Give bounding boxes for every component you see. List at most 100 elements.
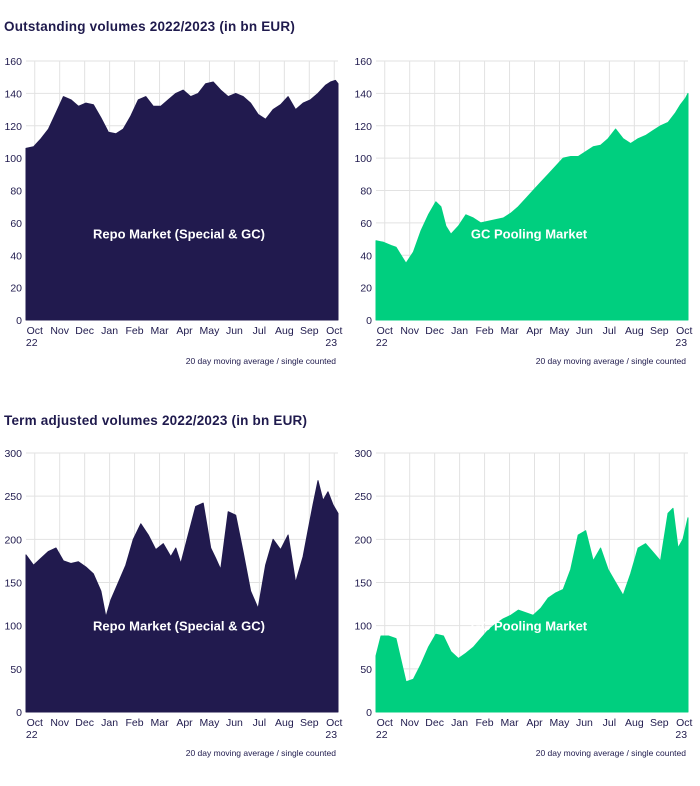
y-tick-label: 60 bbox=[360, 218, 372, 230]
x-tick-label: Feb bbox=[476, 717, 494, 729]
y-tick-label: 0 bbox=[16, 315, 22, 327]
series-area bbox=[375, 507, 689, 713]
chart-outstanding-repo: 0 20 40 60 80 100 120 140 160 Oct 22 Nov Dec Jan Feb Ma… bbox=[0, 50, 350, 380]
y-tick-label: 200 bbox=[4, 534, 22, 546]
x-tick-label: May bbox=[550, 325, 571, 337]
x-tick-label: Dec bbox=[425, 717, 444, 729]
series-area bbox=[25, 480, 339, 713]
x-tick-label: Oct bbox=[377, 325, 393, 337]
x-tick-label: Nov bbox=[50, 717, 69, 729]
chart-outstanding-gc-pooling: 0 20 40 60 80 100 120 140 160 Oct 22 Nov Dec Jan Feb Ma… bbox=[350, 50, 700, 380]
x-tick-label: Sep bbox=[300, 325, 319, 337]
series-label: Repo Market (Special & GC) bbox=[93, 227, 265, 242]
y-tick-label: 300 bbox=[4, 448, 22, 460]
x-tick-label: Jan bbox=[451, 717, 468, 729]
y-tick-label: 80 bbox=[360, 186, 372, 198]
x-tick-label: Mar bbox=[150, 717, 169, 729]
x-tick-label: Oct bbox=[676, 325, 692, 337]
x-year-label: 22 bbox=[26, 729, 38, 741]
y-tick-label: 20 bbox=[360, 283, 372, 295]
x-year-label: 23 bbox=[675, 337, 687, 349]
x-tick-label: Sep bbox=[650, 325, 669, 337]
x-tick-label: Sep bbox=[300, 717, 319, 729]
x-tick-label: Jan bbox=[101, 325, 118, 337]
x-tick-label: Oct bbox=[326, 325, 342, 337]
y-tick-label: 120 bbox=[4, 121, 22, 133]
x-tick-label: Apr bbox=[526, 717, 543, 729]
x-tick-label: Sep bbox=[650, 717, 669, 729]
x-tick-label: Oct bbox=[27, 325, 43, 337]
x-tick-label: Aug bbox=[625, 717, 644, 729]
x-tick-label: Dec bbox=[425, 325, 444, 337]
chart-term-gc-pooling: 0 50 100 150 200 250 300 Oct 22 Nov Dec Jan Feb Mar Ap… bbox=[350, 442, 700, 772]
y-tick-label: 0 bbox=[366, 707, 372, 719]
x-tick-label: Feb bbox=[126, 325, 144, 337]
series-area bbox=[375, 92, 689, 321]
x-tick-label: Jun bbox=[226, 717, 243, 729]
y-tick-label: 60 bbox=[10, 218, 22, 230]
y-tick-label: 50 bbox=[360, 664, 372, 676]
x-tick-label: Aug bbox=[625, 325, 644, 337]
x-tick-label: Mar bbox=[500, 325, 519, 337]
chart-term-repo: 0 50 100 150 200 250 300 Oct 22 Nov Dec Jan Feb Mar Ap… bbox=[0, 442, 350, 772]
x-tick-label: Jul bbox=[253, 325, 266, 337]
x-tick-label: Oct bbox=[326, 717, 342, 729]
x-year-label: 22 bbox=[376, 729, 388, 741]
y-tick-label: 100 bbox=[4, 153, 22, 165]
x-tick-label: Jul bbox=[603, 325, 616, 337]
y-tick-label: 160 bbox=[4, 56, 22, 68]
y-tick-label: 200 bbox=[354, 534, 372, 546]
x-tick-label: Nov bbox=[50, 325, 69, 337]
y-tick-label: 20 bbox=[10, 283, 22, 295]
x-tick-label: Apr bbox=[526, 325, 543, 337]
series-label: GC Pooling Market bbox=[471, 227, 588, 242]
y-tick-label: 100 bbox=[354, 621, 372, 633]
y-tick-label: 50 bbox=[10, 664, 22, 676]
x-tick-label: Jun bbox=[226, 325, 243, 337]
x-tick-label: Jan bbox=[101, 717, 118, 729]
chart-caption: 20 day moving average / single counted bbox=[186, 356, 337, 366]
y-tick-label: 140 bbox=[4, 88, 22, 100]
y-tick-label: 40 bbox=[10, 250, 22, 262]
x-tick-label: Apr bbox=[176, 325, 193, 337]
x-tick-label: May bbox=[200, 717, 221, 729]
y-tick-label: 140 bbox=[354, 88, 372, 100]
y-tick-label: 160 bbox=[354, 56, 372, 68]
x-year-label: 23 bbox=[325, 729, 337, 741]
section-title-term-adjusted: Term adjusted volumes 2022/2023 (in bn E… bbox=[4, 413, 308, 428]
chart-caption: 20 day moving average / single counted bbox=[186, 748, 337, 758]
x-tick-label: May bbox=[550, 717, 571, 729]
x-tick-label: Dec bbox=[75, 325, 94, 337]
y-tick-label: 80 bbox=[10, 186, 22, 198]
chart-caption: 20 day moving average / single counted bbox=[536, 356, 687, 366]
y-tick-label: 250 bbox=[354, 491, 372, 503]
y-tick-label: 150 bbox=[4, 578, 22, 590]
x-year-label: 23 bbox=[675, 729, 687, 741]
x-tick-label: Apr bbox=[176, 717, 193, 729]
y-tick-label: 120 bbox=[354, 121, 372, 133]
x-tick-label: Jun bbox=[576, 717, 593, 729]
x-year-label: 22 bbox=[376, 337, 388, 349]
x-tick-label: Oct bbox=[27, 717, 43, 729]
y-tick-label: 0 bbox=[366, 315, 372, 327]
series-label: Repo Market (Special & GC) bbox=[93, 619, 265, 634]
y-tick-label: 0 bbox=[16, 707, 22, 719]
x-tick-label: Aug bbox=[275, 717, 294, 729]
section-title-outstanding: Outstanding volumes 2022/2023 (in bn EUR… bbox=[4, 19, 296, 34]
x-tick-label: Dec bbox=[75, 717, 94, 729]
x-year-label: 22 bbox=[26, 337, 38, 349]
y-tick-label: 150 bbox=[354, 578, 372, 590]
x-tick-label: Aug bbox=[275, 325, 294, 337]
x-tick-label: Mar bbox=[500, 717, 519, 729]
y-tick-label: 100 bbox=[4, 621, 22, 633]
x-tick-label: Mar bbox=[150, 325, 169, 337]
x-tick-label: Jan bbox=[451, 325, 468, 337]
x-year-label: 23 bbox=[325, 337, 337, 349]
chart-caption: 20 day moving average / single counted bbox=[536, 748, 687, 758]
x-tick-label: Jun bbox=[576, 325, 593, 337]
x-tick-label: Jul bbox=[603, 717, 616, 729]
